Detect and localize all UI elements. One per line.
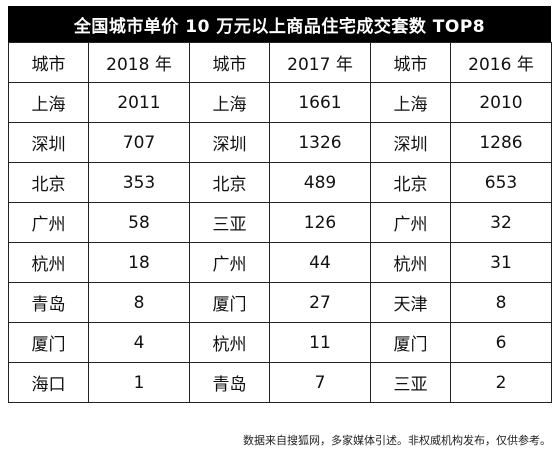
city-cell: 深圳 <box>189 122 270 163</box>
header-row: 城市 2018 年 城市 2017 年 城市 2016 年 <box>8 42 552 83</box>
value-cell: 1661 <box>269 82 371 123</box>
value-cell: 4 <box>88 322 190 363</box>
city-cell: 广州 <box>370 202 451 243</box>
value-cell: 27 <box>269 282 371 323</box>
value-cell: 44 <box>269 242 371 283</box>
table-title: 全国城市单价 10 万元以上商品住宅成交套数 TOP8 <box>8 6 551 42</box>
value-cell: 2 <box>450 362 552 403</box>
header-city-2017: 城市 <box>189 42 270 83</box>
value-cell: 1286 <box>450 122 552 163</box>
table-row: 海口 1 青岛 7 三亚 2 <box>8 362 552 403</box>
table-row: 杭州 18 广州 44 杭州 31 <box>8 242 552 283</box>
city-cell: 厦门 <box>189 282 270 323</box>
city-cell: 三亚 <box>189 202 270 243</box>
value-cell: 2010 <box>450 82 552 123</box>
table-row: 上海 2011 上海 1661 上海 2010 <box>8 82 552 123</box>
header-year-2018: 2018 年 <box>88 42 190 83</box>
city-cell: 青岛 <box>8 282 89 323</box>
header-year-2016: 2016 年 <box>450 42 552 83</box>
value-cell: 11 <box>269 322 371 363</box>
top8-table: 城市 2018 年 城市 2017 年 城市 2016 年 上海 2011 上海… <box>8 42 552 403</box>
header-city-2016: 城市 <box>370 42 451 83</box>
city-cell: 广州 <box>189 242 270 283</box>
city-cell: 上海 <box>370 82 451 123</box>
table-row: 广州 58 三亚 126 广州 32 <box>8 202 552 243</box>
header-year-2017: 2017 年 <box>269 42 371 83</box>
city-cell: 北京 <box>370 162 451 203</box>
city-cell: 深圳 <box>370 122 451 163</box>
value-cell: 6 <box>450 322 552 363</box>
city-cell: 厦门 <box>370 322 451 363</box>
city-cell: 杭州 <box>189 322 270 363</box>
table-row: 青岛 8 厦门 27 天津 8 <box>8 282 552 323</box>
value-cell: 7 <box>269 362 371 403</box>
table-row: 厦门 4 杭州 11 厦门 6 <box>8 322 552 363</box>
table-row: 深圳 707 深圳 1326 深圳 1286 <box>8 122 552 163</box>
city-cell: 三亚 <box>370 362 451 403</box>
value-cell: 58 <box>88 202 190 243</box>
value-cell: 1 <box>88 362 190 403</box>
value-cell: 8 <box>450 282 552 323</box>
value-cell: 2011 <box>88 82 190 123</box>
value-cell: 653 <box>450 162 552 203</box>
header-city-2018: 城市 <box>8 42 89 83</box>
value-cell: 32 <box>450 202 552 243</box>
value-cell: 1326 <box>269 122 371 163</box>
city-cell: 深圳 <box>8 122 89 163</box>
value-cell: 707 <box>88 122 190 163</box>
city-cell: 海口 <box>8 362 89 403</box>
value-cell: 353 <box>88 162 190 203</box>
city-cell: 杭州 <box>370 242 451 283</box>
value-cell: 18 <box>88 242 190 283</box>
value-cell: 489 <box>269 162 371 203</box>
city-cell: 上海 <box>189 82 270 123</box>
value-cell: 31 <box>450 242 552 283</box>
city-cell: 天津 <box>370 282 451 323</box>
city-cell: 北京 <box>8 162 89 203</box>
city-cell: 广州 <box>8 202 89 243</box>
city-cell: 杭州 <box>8 242 89 283</box>
city-cell: 青岛 <box>189 362 270 403</box>
city-cell: 上海 <box>8 82 89 123</box>
value-cell: 126 <box>269 202 371 243</box>
source-note: 数据来自搜狐网，多家媒体引述。非权威机构发布，仅供参考。 <box>243 434 551 447</box>
value-cell: 8 <box>88 282 190 323</box>
city-cell: 厦门 <box>8 322 89 363</box>
table-row: 北京 353 北京 489 北京 653 <box>8 162 552 203</box>
city-cell: 北京 <box>189 162 270 203</box>
